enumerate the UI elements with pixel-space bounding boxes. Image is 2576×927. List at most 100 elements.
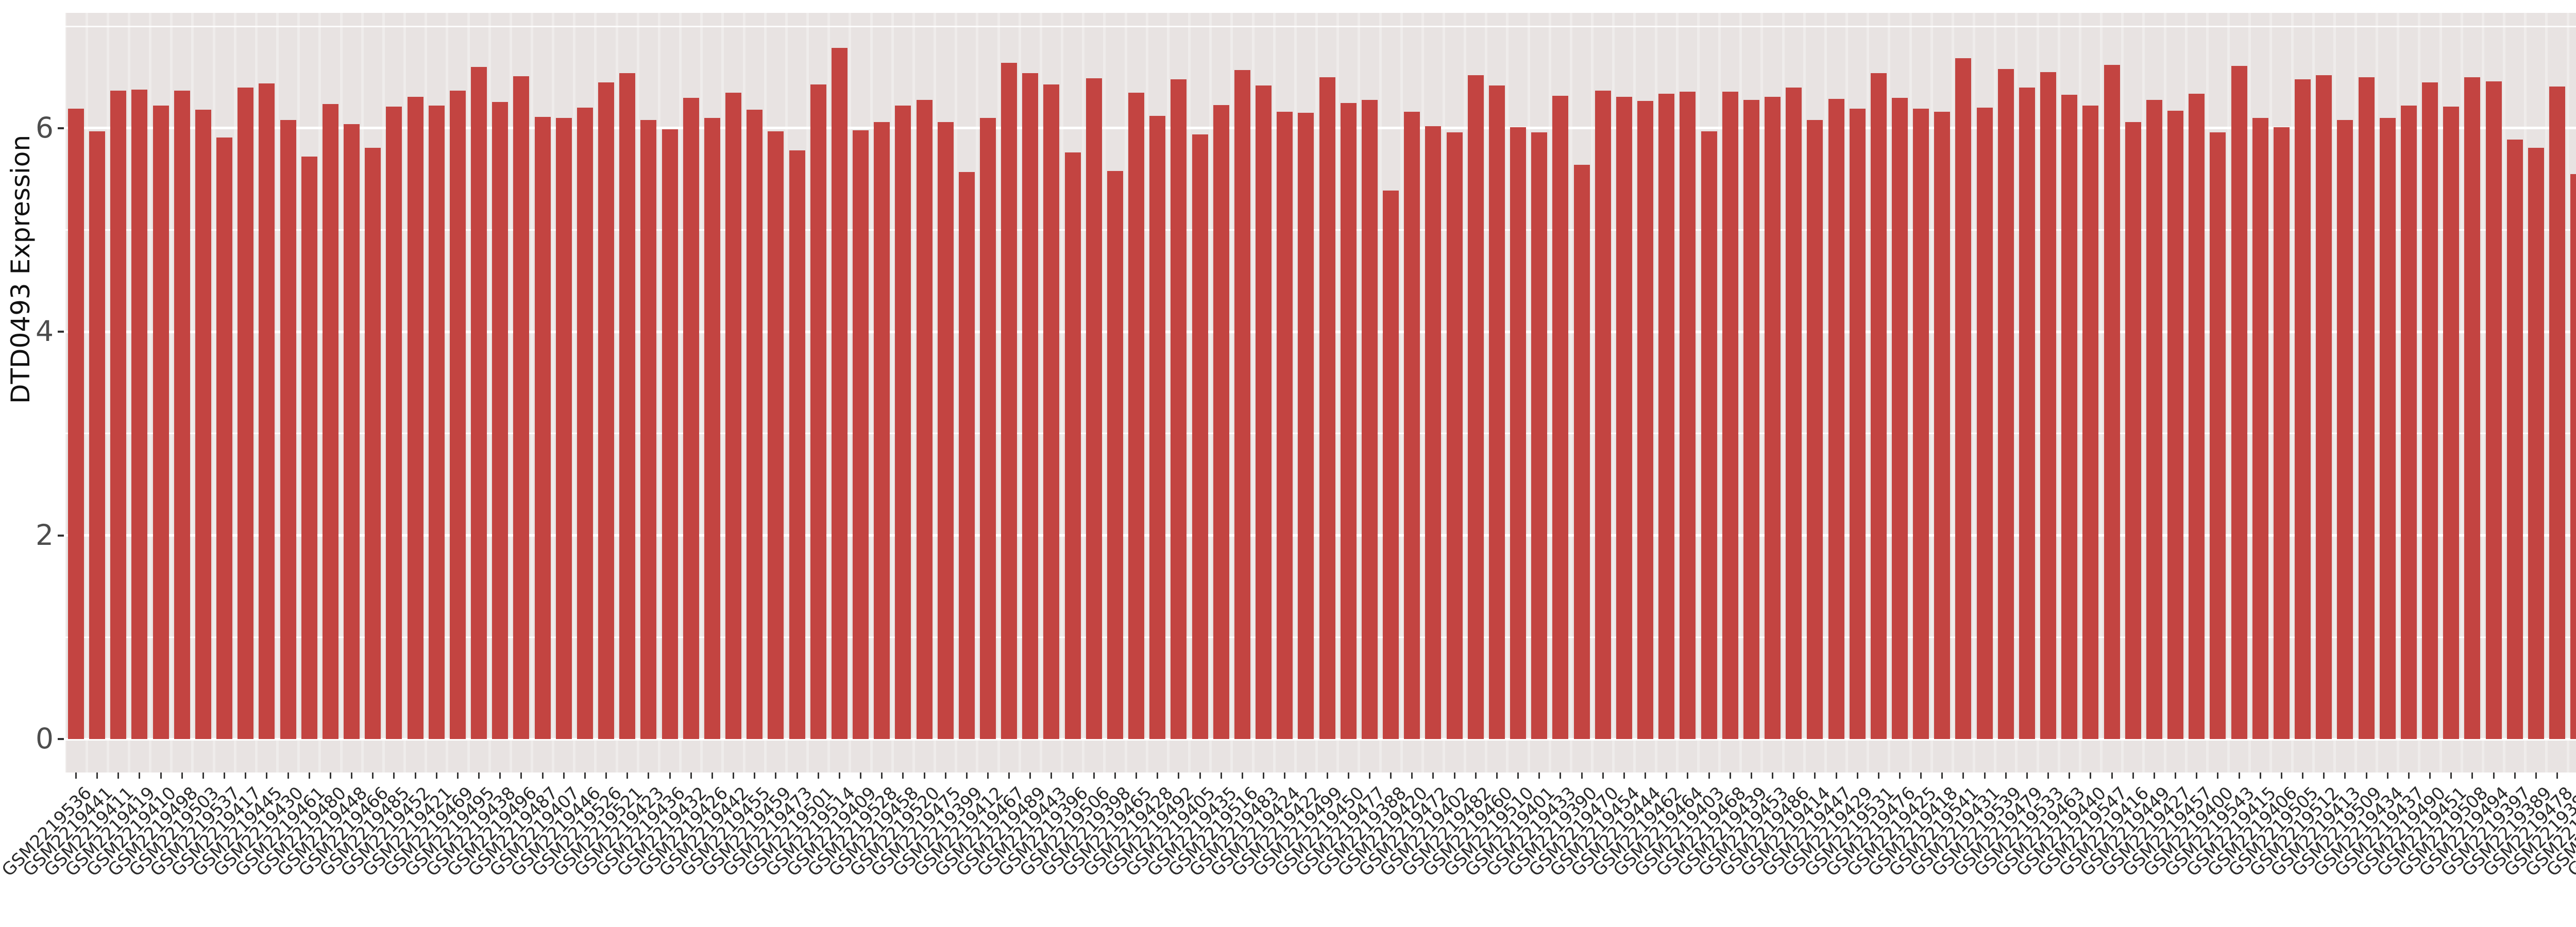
bar-GSM2219512 [2316, 75, 2332, 739]
x-axis-tick [2556, 772, 2558, 779]
bar-GSM2219428 [1149, 116, 1166, 739]
bar-GSM2219520 [916, 99, 933, 739]
x-axis-tick [2175, 772, 2177, 779]
x-minor-gridline [382, 13, 385, 772]
x-axis-tick [414, 772, 416, 779]
x-minor-gridline [2227, 13, 2230, 772]
bar-GSM2219402 [1446, 132, 1463, 739]
bar-GSM2219441 [89, 131, 106, 739]
x-axis-tick [1029, 772, 1031, 779]
x-minor-gridline [1230, 13, 1233, 772]
bar-GSM2219437 [2400, 106, 2417, 739]
bar-GSM2219501 [810, 84, 826, 739]
x-minor-gridline [1951, 13, 1954, 772]
x-axis-tick [499, 772, 501, 779]
x-minor-gridline [85, 13, 88, 772]
bar-GSM2219390 [1573, 165, 1590, 739]
x-minor-gridline [403, 13, 406, 772]
x-axis-tick [1962, 772, 1964, 779]
x-axis-tick [2005, 772, 2007, 779]
x-minor-gridline [297, 13, 300, 772]
x-minor-gridline [1888, 13, 1891, 772]
x-minor-gridline [509, 13, 512, 772]
x-minor-gridline [1633, 13, 1636, 772]
x-minor-gridline [2545, 13, 2548, 772]
x-axis-tick [2302, 772, 2304, 779]
x-axis-tick [1157, 772, 1159, 779]
x-axis-tick [838, 772, 840, 779]
x-axis-tick [1984, 772, 1986, 779]
x-minor-gridline [1506, 13, 1509, 772]
x-axis-tick [1305, 772, 1307, 779]
x-axis-tick [584, 772, 586, 779]
x-axis-tick [775, 772, 777, 779]
x-axis-tick [1347, 772, 1349, 779]
x-axis-tick [1645, 772, 1647, 779]
y-tick-label: 6 [36, 111, 54, 144]
bar-GSM2219461 [301, 157, 317, 739]
x-axis-tick [2514, 772, 2516, 779]
x-axis-tick [2047, 772, 2049, 779]
x-axis-tick [1496, 772, 1498, 779]
x-minor-gridline [1591, 13, 1594, 772]
bar-GSM2219487 [534, 117, 551, 739]
x-axis-tick [648, 772, 650, 779]
x-axis-tick [563, 772, 565, 779]
bar-GSM2219547 [2104, 65, 2120, 739]
x-minor-gridline [276, 13, 279, 772]
x-axis-tick [2132, 772, 2134, 779]
bar-GSM2219433 [1552, 95, 1569, 739]
bar-GSM2219436 [662, 129, 678, 739]
x-minor-gridline [2015, 13, 2018, 772]
bar-GSM2219387 [2570, 174, 2576, 739]
x-minor-gridline [2057, 13, 2060, 772]
bar-GSM2219478 [2549, 86, 2566, 739]
bar-GSM2219454 [1616, 96, 1632, 739]
bar-GSM2219459 [768, 131, 784, 739]
x-axis-tick [1475, 772, 1477, 779]
x-minor-gridline [2439, 13, 2442, 772]
bar-GSM2219537 [216, 137, 233, 739]
x-minor-gridline [997, 13, 1000, 772]
x-minor-gridline [127, 13, 130, 772]
x-axis-tick [139, 772, 141, 779]
y-axis-tick [58, 331, 64, 333]
bar-GSM2219443 [1043, 84, 1060, 739]
x-axis-tick [1368, 772, 1370, 779]
x-axis-tick [2323, 772, 2325, 779]
x-axis-tick [1708, 772, 1710, 779]
x-axis-tick [96, 772, 98, 779]
bar-GSM2219396 [1064, 152, 1081, 739]
x-minor-gridline [849, 13, 852, 772]
x-axis-tick [965, 772, 968, 779]
bar-GSM2219528 [874, 122, 890, 739]
x-axis-tick [329, 772, 331, 779]
x-tick-label: GSM2291960 [2485, 783, 2576, 805]
bar-GSM2219510 [1510, 127, 1527, 739]
x-minor-gridline [2206, 13, 2209, 772]
x-axis-tick [1453, 772, 1455, 779]
x-minor-gridline [2078, 13, 2081, 772]
bar-GSM2219432 [683, 97, 699, 739]
x-minor-gridline [2524, 13, 2527, 772]
bar-GSM2219421 [428, 106, 445, 739]
bar-GSM2219514 [831, 47, 848, 739]
bar-GSM2219483 [1256, 85, 1272, 739]
bar-GSM2219482 [1467, 75, 1484, 739]
bar-GSM2219422 [1298, 113, 1314, 739]
bar-GSM2219475 [937, 122, 954, 739]
x-minor-gridline [170, 13, 173, 772]
bar-GSM2219406 [2273, 127, 2290, 739]
bar-GSM2219499 [1319, 77, 1335, 739]
x-minor-gridline [2418, 13, 2421, 772]
bar-GSM2219463 [2061, 94, 2078, 739]
x-minor-gridline [2121, 13, 2124, 772]
x-minor-gridline [212, 13, 215, 772]
x-axis-tick [266, 772, 268, 779]
x-minor-gridline [2397, 13, 2400, 772]
x-axis-tick [1072, 772, 1074, 779]
bar-GSM2219492 [1171, 79, 1187, 739]
x-minor-gridline [1188, 13, 1191, 772]
x-axis-tick [626, 772, 629, 779]
